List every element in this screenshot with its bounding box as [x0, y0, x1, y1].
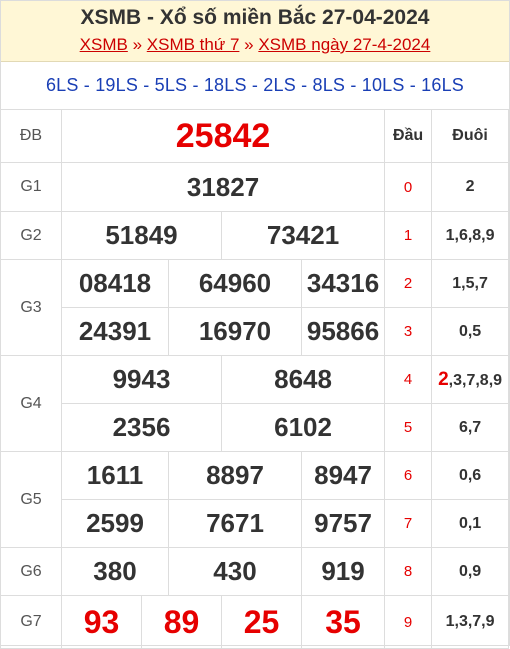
prize-label-g2: G2	[0, 211, 62, 260]
prize-g6-value: 380	[61, 547, 169, 596]
prize-g3-value: 16970	[168, 307, 302, 356]
col-header-dau: Đầu	[384, 109, 433, 163]
prize-label-g5: G5	[0, 451, 62, 548]
loto-duoi: ,3,7,8,9	[448, 371, 503, 389]
prize-g4-value: 2356	[61, 403, 222, 452]
loto-dau: 5	[384, 403, 433, 452]
prize-g2-value: 73421	[220, 211, 386, 260]
prize-g1-value: 31827	[60, 162, 386, 212]
loto-dau: 3	[384, 307, 433, 356]
prize-g3-value: 95866	[300, 307, 386, 356]
prize-label-g7: G7	[0, 595, 62, 649]
prize-g5-value: 1611	[61, 451, 169, 500]
prize-g4-value: 9943	[61, 355, 222, 404]
prize-g7-value: 89	[141, 595, 222, 649]
loto-duoi-highlight: 2	[438, 368, 449, 390]
prize-g3-value: 24391	[61, 307, 169, 356]
loto-duoi: 1,5,7	[431, 259, 510, 308]
prize-g2-value: 51849	[61, 211, 222, 260]
loto-duoi: 0,6	[431, 451, 510, 500]
prize-label-g4: G4	[0, 355, 62, 452]
loto-duoi: 1,6,8,9	[431, 211, 510, 260]
prize-g5-value: 9757	[300, 499, 386, 548]
loto-duoi: 0,9	[431, 547, 510, 596]
loto-dau: 4	[384, 355, 433, 404]
prize-g4-value: 6102	[220, 403, 386, 452]
loto-duoi: 6,7	[431, 403, 510, 452]
prize-db-value: 25842	[60, 109, 386, 163]
prize-g5-value: 7671	[168, 499, 302, 548]
prize-g5-value: 8897	[168, 451, 302, 500]
loto-dau: 1	[384, 211, 433, 260]
prize-g3-value: 34316	[300, 259, 386, 308]
prize-g4-value: 8648	[220, 355, 386, 404]
col-header-duoi: Đuôi	[431, 109, 510, 163]
prize-g5-value: 8947	[300, 451, 386, 500]
prize-g7-value: 35	[300, 595, 386, 649]
page-title: XSMB - Xổ số miền Bắc 27-04-2024	[80, 6, 430, 29]
prize-g5-value: 2599	[61, 499, 169, 548]
loto-dau: 8	[384, 547, 433, 596]
breadcrumb-separator: »	[244, 35, 254, 54]
prize-label-g3: G3	[0, 259, 62, 356]
prize-g7-value: 93	[61, 595, 142, 649]
breadcrumb-xsmb-thu-7[interactable]: XSMB thứ 7	[146, 35, 240, 54]
breadcrumb: XSMB » XSMB thứ 7 » XSMB ngày 27-4-2024	[1, 29, 509, 55]
loto-dau: 0	[384, 162, 433, 212]
loto-duoi: 0,1	[431, 499, 510, 548]
prize-g3-value: 08418	[61, 259, 169, 308]
result-header: XSMB - Xổ số miền Bắc 27-04-2024 XSMB » …	[1, 1, 509, 62]
loto-duoi: 1,3,7,9	[431, 595, 510, 649]
loto-duoi: 0,5	[431, 307, 510, 356]
prize-g7-value: 25	[221, 595, 302, 649]
results-table: ĐB 25842 Đầu Đuôi G1 31827 0 2 G2 51849 …	[0, 109, 510, 649]
loto-dau: 7	[384, 499, 433, 548]
breadcrumb-xsmb-date[interactable]: XSMB ngày 27-4-2024	[258, 35, 431, 54]
breadcrumb-xsmb[interactable]: XSMB	[79, 35, 128, 54]
prize-label-db: ĐB	[0, 109, 62, 163]
loto-dau: 9	[384, 595, 433, 649]
prize-label-g6: G6	[0, 547, 62, 596]
ls-codes: 6LS - 19LS - 5LS - 18LS - 2LS - 8LS - 10…	[1, 62, 509, 110]
prize-g3-value: 64960	[168, 259, 302, 308]
loto-dau: 2	[384, 259, 433, 308]
loto-dau: 6	[384, 451, 433, 500]
loto-duoi: 2	[431, 162, 510, 212]
breadcrumb-separator: »	[132, 35, 143, 54]
prize-g6-value: 919	[300, 547, 386, 596]
prize-label-g1: G1	[0, 162, 62, 212]
prize-g6-value: 430	[168, 547, 302, 596]
loto-duoi-cell: 2,3,7,8,9	[431, 355, 510, 404]
